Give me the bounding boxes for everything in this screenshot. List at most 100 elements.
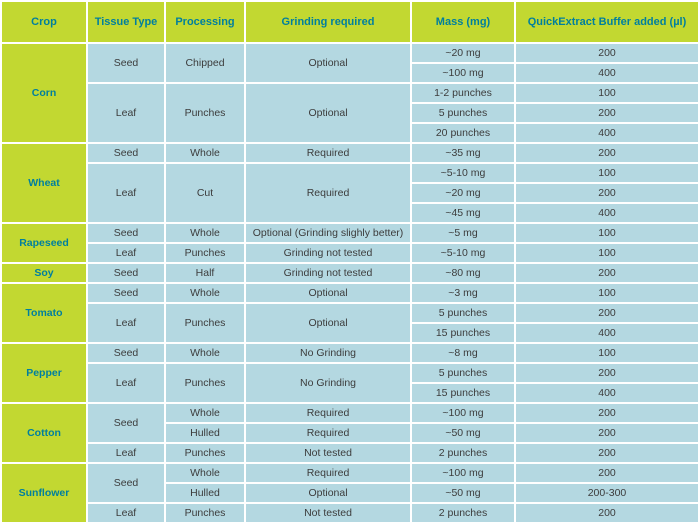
buffer-cell: 200 — [516, 424, 698, 442]
grinding-cell: Required — [246, 464, 410, 482]
buffer-cell: 100 — [516, 164, 698, 182]
grinding-cell: Required — [246, 404, 410, 422]
mass-cell: 1-2 punches — [412, 84, 514, 102]
mass-cell: 20 punches — [412, 124, 514, 142]
mass-cell: 2 punches — [412, 504, 514, 522]
mass-cell: ~8 mg — [412, 344, 514, 362]
processing-cell: Whole — [166, 224, 244, 242]
crop-cell: Corn — [2, 44, 86, 142]
table-row: 20 punches 400 — [2, 124, 698, 142]
table-header-row: Crop Tissue Type Processing Grinding requir… — [2, 2, 698, 42]
buffer-cell: 200 — [516, 104, 698, 122]
grinding-cell: Not tested — [246, 504, 410, 522]
tissue-cell: Seed — [88, 404, 164, 442]
table-row: ~100 mg 400 — [2, 64, 698, 82]
table-row: Leaf Punches Optional 1-2 punches 100 — [2, 84, 698, 142]
processing-cell: Whole — [166, 404, 244, 422]
table-row: ~45 mg 400 — [2, 204, 698, 222]
buffer-cell: 200 — [516, 144, 698, 162]
grinding-cell: No Grinding — [246, 364, 410, 402]
crop-cell: Cotton — [2, 404, 86, 462]
mass-cell: ~35 mg — [412, 144, 514, 162]
tissue-cell: Seed — [88, 264, 164, 282]
mass-cell: 5 punches — [412, 364, 514, 382]
column-header-crop: Crop — [2, 2, 86, 42]
table-row: Leaf Punches Optional 5 punches 200 — [2, 304, 698, 342]
mass-cell: ~80 mg — [412, 264, 514, 282]
buffer-cell: 200-300 — [516, 484, 698, 502]
processing-cell: Hulled — [166, 424, 244, 442]
processing-cell: Whole — [166, 344, 244, 362]
crop-cell: Wheat — [2, 144, 86, 222]
processing-cell: Cut — [166, 164, 244, 222]
buffer-cell: 200 — [516, 404, 698, 422]
mass-cell: ~3 mg — [412, 284, 514, 302]
crop-cell: Tomato — [2, 284, 86, 342]
mass-cell: ~100 mg — [412, 404, 514, 422]
crop-cell: Sunflower — [2, 464, 86, 522]
tissue-cell: Seed — [88, 464, 164, 502]
buffer-cell: 400 — [516, 324, 698, 342]
table-row: Leaf Cut Required ~5-10 mg 100 — [2, 164, 698, 222]
processing-cell: Whole — [166, 144, 244, 162]
tissue-cell: Seed — [88, 144, 164, 162]
mass-cell: ~50 mg — [412, 424, 514, 442]
buffer-cell: 200 — [516, 264, 698, 282]
mass-cell: ~20 mg — [412, 44, 514, 62]
grinding-cell: Grinding not tested — [246, 264, 410, 282]
mass-cell: 15 punches — [412, 384, 514, 402]
column-header-grinding: Grinding required — [246, 2, 410, 42]
table-row: Tomato Seed Whole Optional ~3 mg 100 — [2, 284, 698, 342]
mass-cell: 5 punches — [412, 304, 514, 322]
mass-cell: ~5-10 mg — [412, 164, 514, 182]
tissue-cell: Leaf — [88, 444, 164, 462]
column-header-tissue: Tissue Type — [88, 2, 164, 42]
buffer-cell: 100 — [516, 84, 698, 102]
grinding-cell: Not tested — [246, 444, 410, 462]
tissue-cell: Seed — [88, 344, 164, 362]
mass-cell: ~100 mg — [412, 64, 514, 82]
tissue-cell: Seed — [88, 44, 164, 82]
table-row: Cotton Seed Whole Required ~100 mg 200 — [2, 404, 698, 462]
grinding-cell: Required — [246, 144, 410, 162]
table-row: Leaf Punches Not tested 2 punches 200 — [2, 444, 698, 462]
table-row: Pepper Seed Whole No Grinding ~8 mg 100 — [2, 344, 698, 402]
buffer-cell: 200 — [516, 304, 698, 322]
grinding-cell: Optional — [246, 284, 410, 302]
processing-cell: Whole — [166, 284, 244, 302]
mass-cell: 5 punches — [412, 104, 514, 122]
processing-cell: Hulled — [166, 484, 244, 502]
column-header-buffer: QuickExtract Buffer added (µl) — [516, 2, 698, 42]
grinding-cell: Optional (Grinding slighly better) — [246, 224, 410, 242]
grinding-cell: Optional — [246, 44, 410, 82]
grinding-cell: Required — [246, 164, 410, 222]
tissue-cell: Seed — [88, 224, 164, 242]
buffer-cell: 200 — [516, 184, 698, 202]
processing-cell: Punches — [166, 304, 244, 342]
grinding-cell: Grinding not tested — [246, 244, 410, 262]
column-header-processing: Processing — [166, 2, 244, 42]
grinding-cell: Optional — [246, 484, 410, 502]
mass-cell: ~45 mg — [412, 204, 514, 222]
buffer-cell: 200 — [516, 444, 698, 462]
tissue-cell: Leaf — [88, 504, 164, 522]
buffer-cell: 400 — [516, 204, 698, 222]
tissue-cell: Leaf — [88, 364, 164, 402]
mass-cell: 15 punches — [412, 324, 514, 342]
buffer-cell: 200 — [516, 464, 698, 482]
buffer-cell: 100 — [516, 284, 698, 302]
mass-cell: 2 punches — [412, 444, 514, 462]
buffer-cell: 400 — [516, 384, 698, 402]
table-row: Leaf Punches No Grinding 5 punches 200 — [2, 364, 698, 402]
mass-cell: ~5-10 mg — [412, 244, 514, 262]
mass-cell: ~20 mg — [412, 184, 514, 202]
tissue-cell: Leaf — [88, 164, 164, 222]
buffer-cell: 200 — [516, 504, 698, 522]
mass-cell: ~100 mg — [412, 464, 514, 482]
table-row: Corn Seed Chipped Optional ~20 mg 200 — [2, 44, 698, 142]
crop-cell: Pepper — [2, 344, 86, 402]
buffer-cell: 200 — [516, 44, 698, 62]
crop-cell: Soy — [2, 264, 86, 282]
grinding-cell: Optional — [246, 84, 410, 142]
crop-cell: Rapeseed — [2, 224, 86, 262]
